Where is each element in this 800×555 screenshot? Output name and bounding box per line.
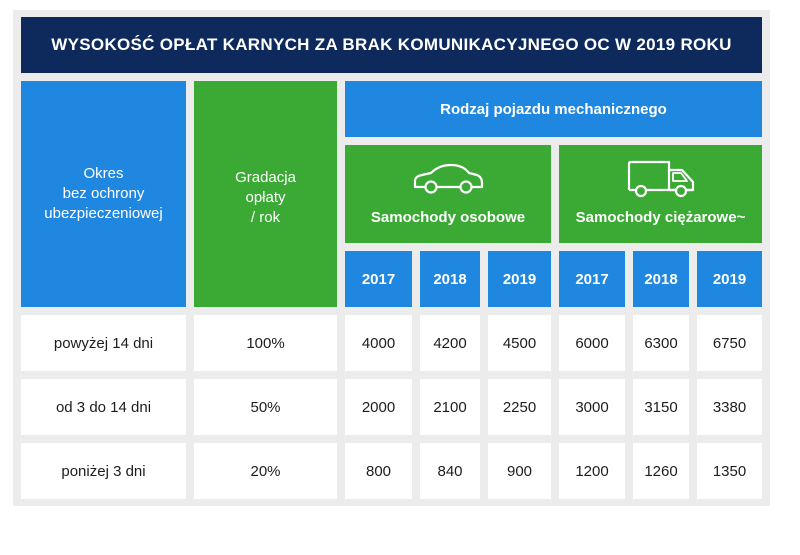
row1-truck-2018: 6300 <box>633 315 689 371</box>
row2-gradation: 50% <box>194 379 337 435</box>
row3-truck-2019: 1350 <box>697 443 762 499</box>
cars-header: Samochody osobowe <box>345 145 551 243</box>
row1-car-2019: 4500 <box>488 315 551 371</box>
row3-period: poniżej 3 dni <box>21 443 186 499</box>
row3-gradation: 20% <box>194 443 337 499</box>
row1-period: powyżej 14 dni <box>21 315 186 371</box>
row2-car-2017: 2000 <box>345 379 412 435</box>
trucks-header-label: Samochody ciężarowe~ <box>575 209 746 226</box>
row2-car-2019: 2250 <box>488 379 551 435</box>
row2-truck-2018: 3150 <box>633 379 689 435</box>
row3-truck-2018: 1260 <box>633 443 689 499</box>
period-header-line3: ubezpieczeniowej <box>44 205 163 222</box>
year-header-car-2018: 2018 <box>420 251 480 307</box>
gradation-header-line1: Gradacja <box>235 169 296 186</box>
year-header-car-2019: 2019 <box>488 251 551 307</box>
year-header-truck-2017: 2017 <box>559 251 625 307</box>
row1-car-2017: 4000 <box>345 315 412 371</box>
row2-truck-2019: 3380 <box>697 379 762 435</box>
row2-period: od 3 do 14 dni <box>21 379 186 435</box>
trucks-header: Samochody ciężarowe~ <box>559 145 762 243</box>
gradation-header-line2: opłaty <box>245 189 286 206</box>
truck-icon <box>627 160 694 198</box>
period-header: Okres bez ochrony ubezpieczeniowej <box>21 81 186 307</box>
row3-car-2018: 840 <box>420 443 480 499</box>
row3-car-2019: 900 <box>488 443 551 499</box>
row2-truck-2017: 3000 <box>559 379 625 435</box>
period-header-line1: Okres <box>83 165 124 182</box>
year-header-car-2017: 2017 <box>345 251 412 307</box>
year-header-truck-2018: 2018 <box>633 251 689 307</box>
row3-truck-2017: 1200 <box>559 443 625 499</box>
cars-header-label: Samochody osobowe <box>370 209 526 226</box>
row1-truck-2017: 6000 <box>559 315 625 371</box>
row1-car-2018: 4200 <box>420 315 480 371</box>
row1-gradation: 100% <box>194 315 337 371</box>
gradation-header: Gradacja opłaty / rok <box>194 81 337 307</box>
row3-car-2017: 800 <box>345 443 412 499</box>
table-title: WYSOKOŚĆ OPŁAT KARNYCH ZA BRAK KOMUNIKAC… <box>21 17 762 73</box>
row2-car-2018: 2100 <box>420 379 480 435</box>
row1-truck-2019: 6750 <box>697 315 762 371</box>
year-header-truck-2019: 2019 <box>697 251 762 307</box>
vehicle-type-header: Rodzaj pojazdu mechanicznego <box>345 81 762 137</box>
period-header-line2: bez ochrony <box>62 185 145 202</box>
car-icon <box>413 163 484 194</box>
gradation-header-line3: / rok <box>250 209 281 226</box>
